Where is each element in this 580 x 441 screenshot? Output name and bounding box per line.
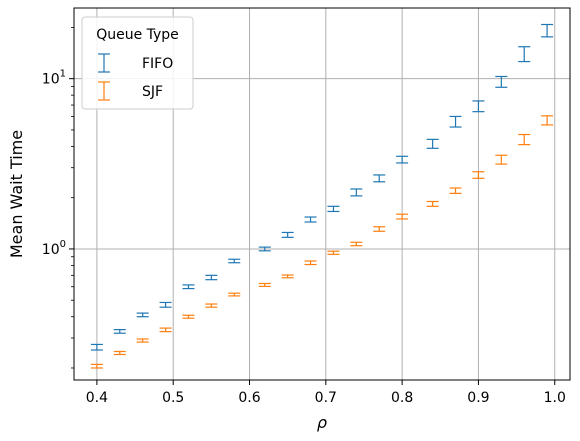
legend: Queue Type FIFO SJF (81, 16, 194, 110)
x-tick-label: 0.8 (391, 390, 413, 406)
y-tick-label: 100 (42, 239, 66, 258)
legend-title: Queue Type (96, 27, 179, 43)
x-tick-label: 0.9 (467, 390, 489, 406)
x-tick-label: 0.4 (86, 390, 108, 406)
plot-frame (73, 7, 571, 381)
x-axis-label: ρ (317, 413, 327, 432)
y-axis-label: Mean Wait Time (7, 130, 26, 258)
legend-label: SJF (142, 84, 163, 100)
plot-data (90, 23, 554, 369)
x-tick-label: 0.7 (315, 390, 337, 406)
legend-box (81, 16, 194, 110)
legend-label: FIFO (142, 56, 173, 72)
x-tick-label: 1.0 (544, 390, 566, 406)
x-tick-label: 0.6 (238, 390, 260, 406)
x-tick-label: 0.5 (162, 390, 184, 406)
y-tick-label: 101 (42, 69, 66, 88)
